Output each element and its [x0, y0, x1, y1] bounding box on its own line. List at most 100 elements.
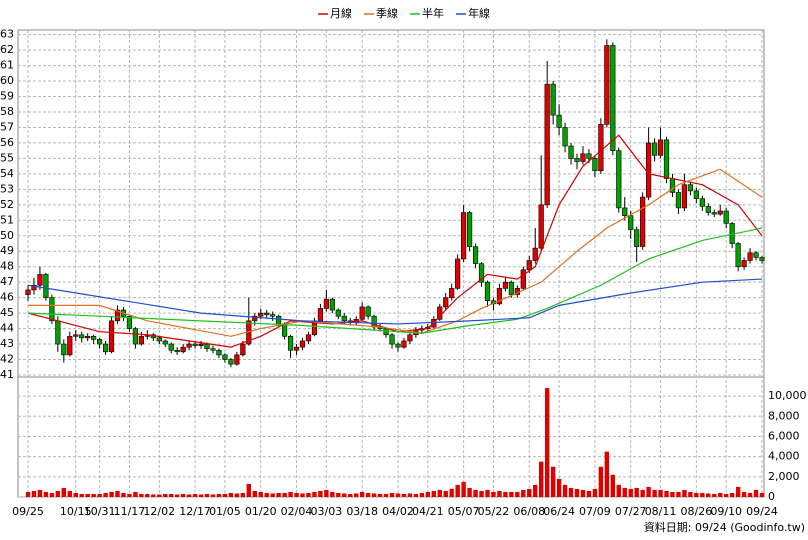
volume-bar [222, 493, 228, 497]
volume-bar [544, 388, 550, 497]
volume-bar [270, 493, 275, 497]
volume-bar [712, 493, 717, 497]
volume-bar [180, 493, 186, 497]
candle-body [335, 309, 341, 317]
volume-bar [377, 493, 383, 497]
x-tick-label: 10/31 [84, 505, 116, 518]
candle-body [759, 257, 765, 261]
legend-label: 季線 [376, 6, 398, 20]
volume-bar [425, 491, 431, 497]
candle-body [37, 274, 43, 286]
volume-bar [419, 492, 425, 497]
volume-tick-label: 10,000 [768, 389, 807, 402]
volume-bar [741, 491, 747, 497]
volume-bar [204, 493, 210, 497]
candle-body [616, 150, 622, 209]
volume-bar [109, 491, 114, 497]
volume-bar [31, 490, 37, 497]
y-tick-label: 58 [0, 105, 14, 118]
candle-body [341, 315, 347, 322]
volume-bar [145, 493, 150, 497]
volume-bar [163, 493, 168, 497]
y-tick-label: 55 [0, 151, 14, 164]
candle-body [687, 184, 693, 192]
volume-bar [503, 491, 508, 497]
candle-body [598, 124, 604, 172]
volume-bar [294, 492, 299, 497]
volume-bar [246, 483, 251, 497]
legend-label: 月線 [330, 6, 352, 20]
volume-bar [103, 492, 108, 497]
legend-label: 年線 [468, 6, 490, 20]
volume-bar [97, 493, 102, 497]
volume-bar [371, 493, 377, 497]
volume-bar [670, 491, 675, 497]
x-tick-label: 01/20 [245, 505, 277, 518]
candle-body [484, 281, 491, 302]
ma-line [27, 134, 763, 348]
candle-body [108, 320, 115, 353]
volume-bar [407, 493, 413, 497]
candle-body [693, 190, 699, 199]
x-tick-label: 08/26 [681, 505, 713, 518]
volume-bar [521, 489, 526, 497]
candle-body [31, 284, 37, 291]
candle-body [461, 212, 467, 260]
candle-body [180, 346, 186, 353]
candle-body [556, 114, 562, 128]
volume-bar [586, 490, 592, 497]
candle-body [741, 260, 747, 268]
candle-body [395, 343, 401, 348]
candle-body [258, 312, 264, 317]
x-tick-label: 12/17 [179, 505, 211, 518]
x-tick-label: 12/02 [143, 505, 175, 518]
candle-body [723, 210, 729, 224]
candle-body [329, 298, 335, 311]
x-tick-label: 06/24 [543, 505, 575, 518]
candle-body [604, 45, 610, 125]
candle-body [562, 127, 568, 147]
volume-bar [216, 493, 222, 497]
volume-bar [556, 478, 562, 497]
volume-bar [91, 493, 96, 497]
candle-body [132, 328, 139, 345]
y-tick-label: 46 [0, 291, 14, 304]
candle-body [174, 349, 180, 353]
candle-body [502, 281, 508, 289]
volume-bar [37, 489, 43, 497]
volume-bar [568, 487, 574, 497]
volume-bar [467, 487, 472, 497]
volume-bar [174, 494, 180, 497]
volume-bar [127, 493, 132, 497]
x-tick-label: 04/21 [412, 505, 444, 518]
volume-bar [413, 493, 419, 497]
volume-bar [67, 490, 72, 497]
x-tick-label: 03/18 [346, 505, 378, 518]
candle-body [538, 204, 544, 249]
volume-bar [401, 493, 407, 497]
volume-bar [318, 490, 323, 497]
candle-body [55, 320, 61, 345]
candle-body [735, 243, 741, 268]
volume-bar [479, 490, 484, 497]
volume-bar [753, 489, 759, 497]
footer: 資料日期: 09/24 (Goodinfo.tw) [644, 520, 805, 534]
volume-bar [688, 491, 693, 497]
y-tick-label: 48 [0, 260, 14, 273]
volume-bar [276, 492, 281, 497]
volume-bar [610, 474, 616, 497]
volume-bar [676, 491, 681, 497]
candle-body [628, 215, 634, 230]
candle-body [162, 340, 168, 345]
volume-bar [133, 491, 138, 497]
volume-bar [437, 489, 442, 497]
candle-body [389, 334, 395, 345]
volume-bar [79, 493, 84, 497]
volume-bar [282, 492, 287, 497]
volume-bar [306, 492, 311, 497]
candle-body [532, 247, 538, 261]
candle-body [240, 343, 246, 356]
volume-bar [198, 494, 204, 497]
volume-bar [228, 492, 234, 497]
x-tick-label: 07/09 [579, 505, 611, 518]
